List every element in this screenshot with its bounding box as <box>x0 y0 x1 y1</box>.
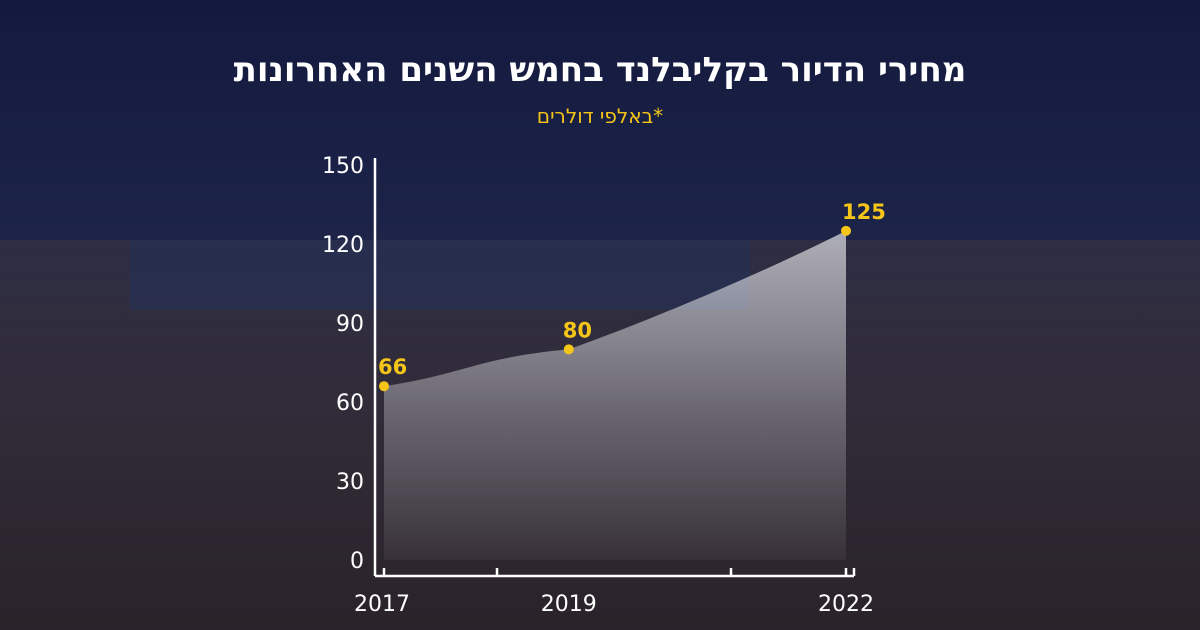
data-label: 66 <box>378 355 407 379</box>
area-series <box>384 230 846 561</box>
y-tick-label: 90 <box>336 312 364 337</box>
x-tick-label: 2019 <box>541 592 597 617</box>
x-tick-label: 2017 <box>354 592 410 617</box>
data-point <box>563 344 574 355</box>
y-tick-label: 60 <box>336 391 364 416</box>
data-point <box>379 381 389 392</box>
data-label: 125 <box>842 200 886 224</box>
data-label: 80 <box>563 318 592 342</box>
chart-subtitle: *באלפי דולרים <box>536 104 664 128</box>
y-tick-label: 150 <box>322 154 364 179</box>
data-point <box>841 225 851 236</box>
y-tick-label: 120 <box>322 233 364 258</box>
x-tick-label: 2022 <box>818 592 874 617</box>
y-tick-label: 30 <box>336 470 364 495</box>
y-tick-label: 0 <box>350 549 364 574</box>
chart-title: מחירי הדיור בקליבלנד בחמש השנים האחרונות <box>233 50 967 90</box>
